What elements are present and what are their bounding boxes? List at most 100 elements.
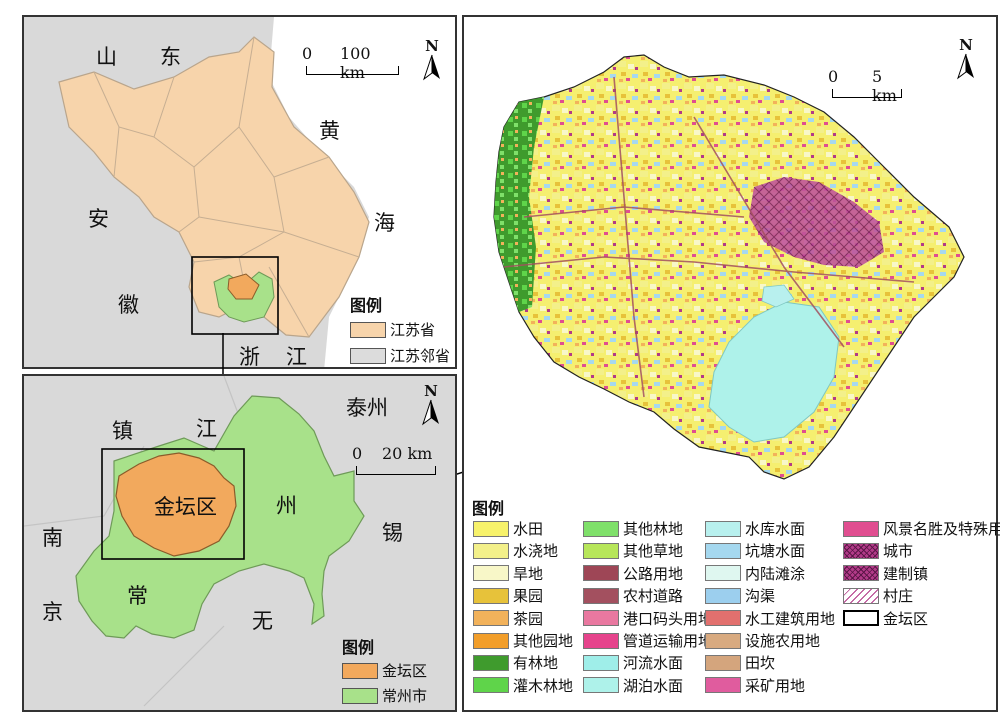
scale-zero: 0 — [302, 44, 313, 63]
map-label-anhui-1: 安 — [88, 207, 109, 231]
legend-label: 管道运输用地 — [623, 632, 714, 650]
map-label-shandong-1: 山 — [96, 45, 117, 69]
legend-label: 有林地 — [513, 654, 559, 673]
legend-swatch — [705, 542, 741, 559]
legend-swatch — [350, 347, 386, 364]
legend-label: 旱地 — [513, 564, 544, 583]
map-label-changzhou-3: 州 — [276, 494, 297, 518]
legend-swatch — [843, 542, 879, 559]
landuse-legend-item: 公路用地 — [583, 563, 683, 584]
legend-label: 田坎 — [745, 654, 776, 673]
legend-label: 湖泊水面 — [623, 676, 684, 695]
landuse-legend-item: 水田 — [473, 518, 543, 539]
landuse-legend-item: 建制镇 — [843, 563, 928, 584]
legend-label: 水浇地 — [513, 542, 559, 561]
map-label-shandong-2: 东 — [160, 45, 181, 69]
legend-swatch — [843, 565, 879, 582]
legend-swatch — [705, 610, 741, 627]
legend-label: 其他林地 — [623, 520, 684, 538]
legend-label: 江苏邻省 — [390, 347, 451, 365]
legend-swatch — [342, 662, 378, 679]
landuse-legend-item: 湖泊水面 — [583, 675, 683, 696]
legend-label: 港口码头用地 — [623, 609, 714, 628]
legend-swatch — [583, 654, 619, 671]
legend-swatch — [583, 677, 619, 694]
map-label-nanjing-1: 南 — [42, 526, 63, 550]
map-label-nanjing-2: 京 — [42, 600, 63, 624]
map-label-taizhou: 泰州 — [346, 396, 388, 420]
landuse-legend-item: 果园 — [473, 585, 543, 606]
legend-title: 图例 — [342, 638, 375, 657]
landuse-legend-item: 城市 — [843, 540, 913, 561]
legend-swatch — [473, 677, 509, 694]
legend-label: 常州市 — [382, 687, 428, 705]
scale-value: 100 km — [340, 44, 371, 82]
landuse-legend-item: 河流水面 — [583, 652, 683, 673]
changzhou-map-graphic — [24, 376, 365, 707]
scale-value: 5 km — [872, 67, 897, 105]
legend-label: 设施农用地 — [745, 632, 821, 650]
legend-swatch — [473, 610, 509, 627]
legend-label: 坑塘水面 — [745, 542, 806, 561]
map-label-anhui-2: 徽 — [118, 293, 139, 317]
legend-swatch — [705, 677, 741, 694]
landuse-legend-item: 其他园地 — [473, 630, 573, 651]
landuse-legend-item: 旱地 — [473, 563, 543, 584]
legend-label: 内陆滩涂 — [745, 564, 806, 583]
legend-swatch — [705, 654, 741, 671]
legend-swatch — [342, 687, 378, 704]
map-label-zhejiang-1: 浙 — [239, 345, 260, 369]
landuse-legend-item: 港口码头用地 — [583, 608, 713, 629]
landuse-legend-item: 管道运输用地 — [583, 630, 713, 651]
legend-swatch — [843, 520, 879, 537]
legend-swatch — [705, 520, 741, 537]
legend-swatch — [473, 587, 509, 604]
north-arrow: N — [420, 37, 444, 81]
scale-bar: 0 100 km — [302, 44, 399, 82]
legend-label: 沟渠 — [745, 587, 776, 606]
map-label-huanghai-1: 黄 — [319, 119, 340, 143]
jiangsu-map-graphic — [58, 17, 455, 367]
legend-swatch — [473, 632, 509, 649]
landuse-legend-item: 风景名胜及特殊用地 — [843, 518, 1000, 539]
scale-value: 20 km — [382, 444, 433, 463]
landuse-legend-item: 沟渠 — [705, 585, 775, 606]
legend-item-changzhou: 常州市 — [342, 685, 427, 706]
landuse-legend-item: 农村道路 — [583, 585, 683, 606]
legend-swatch — [583, 542, 619, 559]
legend-label: 水工建筑用地 — [745, 609, 836, 628]
landuse-legend-item: 其他林地 — [583, 518, 683, 539]
changzhou-map: 泰州 镇 江 州 南 京 常 无 锡 金坛区 0 20 km N 图例 金坛区 … — [22, 374, 457, 712]
north-label: N — [424, 382, 438, 400]
map-label-huanghai-2: 海 — [374, 211, 395, 235]
landuse-legend-item: 水浇地 — [473, 540, 558, 561]
legend-label: 果园 — [513, 587, 544, 606]
landuse-legend-item: 坑塘水面 — [705, 540, 805, 561]
legend-label: 城市 — [883, 542, 914, 561]
scale-bar: 0 20 km — [352, 444, 436, 478]
legend-swatch — [473, 565, 509, 582]
legend-swatch — [843, 587, 879, 604]
jintan-region-label: 金坛区 — [154, 495, 217, 519]
legend-item-neighbors: 江苏邻省 — [350, 345, 450, 366]
map-label-wuxi-1: 无 — [252, 609, 273, 633]
legend-swatch — [583, 610, 619, 627]
jiangsu-overview-map: 山 东 黄 海 安 徽 浙 江 0 100 km N 图例 江苏省 江苏邻省 — [22, 15, 457, 369]
north-arrow-icon — [423, 54, 440, 81]
legend-label: 金坛区 — [883, 609, 929, 628]
landuse-legend-item: 田坎 — [705, 652, 775, 673]
landuse-legend-item: 有林地 — [473, 652, 558, 673]
north-label: N — [959, 36, 973, 54]
landuse-legend-item: 其他草地 — [583, 540, 683, 561]
legend-swatch — [473, 654, 509, 671]
map-label-zhenjiang-2: 江 — [196, 417, 217, 441]
landuse-legend-item: 设施农用地 — [705, 630, 820, 651]
landuse-legend-item: 灌木林地 — [473, 675, 573, 696]
legend-swatch — [350, 321, 386, 338]
landuse-legend-item: 水库水面 — [705, 518, 805, 539]
landuse-legend-item: 茶园 — [473, 608, 543, 629]
north-label: N — [425, 37, 439, 55]
north-arrow: N — [419, 382, 443, 426]
legend-item-jintan: 金坛区 — [342, 660, 427, 681]
landuse-legend-item: 采矿用地 — [705, 675, 805, 696]
